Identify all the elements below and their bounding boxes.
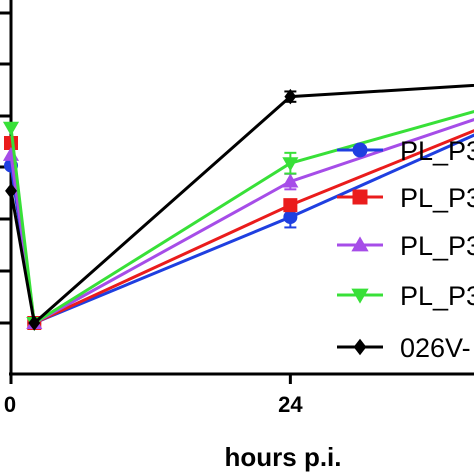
legend-marker [352,142,368,158]
legend: PL_P3 PL_P3 PL_P3 PL_P3 026V- [337,136,474,363]
series-layer [2,83,474,332]
legend-label: PL_P3 [400,183,474,213]
data-point [283,198,298,213]
legend-marker [352,189,368,205]
series-4-line [9,110,474,325]
legend-item-3: PL_P3 [337,231,474,261]
data-point [5,183,17,199]
legend-item-4: PL_P3 [337,281,474,311]
data-point [282,157,299,172]
x-tick-label-0: 0 [4,392,16,417]
legend-label: PL_P3 [400,281,474,311]
series-5-line [9,83,474,325]
legend-marker [353,338,367,356]
legend-marker [351,288,369,304]
legend-item-5: 026V- [337,333,471,363]
data-point [283,210,298,225]
data-point [2,121,20,136]
data-point [282,173,299,188]
data-point [284,88,297,105]
legend-item-2: PL_P3 [337,183,474,213]
legend-label: 026V- [400,333,471,363]
data-point [28,315,41,331]
legend-label: PL_P3 [400,136,474,166]
legend-marker [351,236,369,252]
legend-item-1: PL_P3 [337,136,474,166]
x-tick-labels: 0244872 [4,392,303,417]
series-5 [5,83,474,331]
x-axis-title: hours p.i. [225,442,342,472]
legend-label: PL_P3 [400,231,474,261]
x-tick-label-24: 24 [278,392,303,417]
